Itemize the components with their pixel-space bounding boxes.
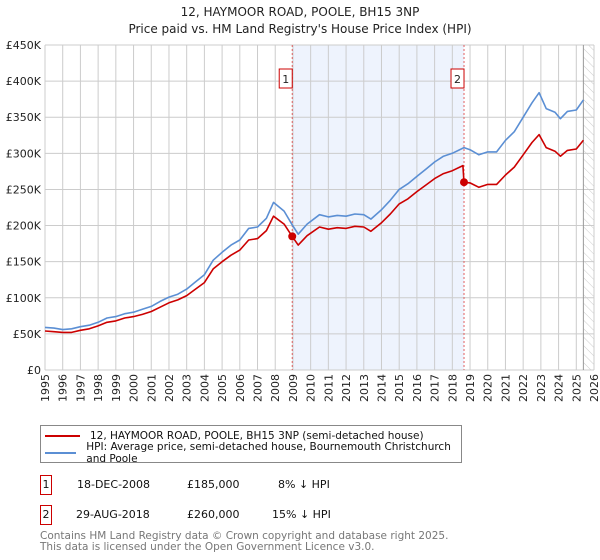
- forecast-hatch: [583, 45, 594, 370]
- sale-price: £260,000: [187, 508, 240, 521]
- y-tick-label: £150K: [6, 256, 42, 269]
- sale-date: 18-DEC-2008: [77, 478, 151, 491]
- x-tick-label: 2001: [145, 374, 158, 402]
- chart-subtitle: Price paid vs. HM Land Registry's House …: [128, 22, 471, 36]
- x-tick-label: 2012: [340, 374, 353, 402]
- sale-1-badge: [278, 68, 293, 89]
- y-tick-label: £300K: [6, 147, 42, 160]
- sale-row-1: 1 18-DEC-2008 £185,000 8% ↓ HPI: [40, 475, 440, 495]
- x-tick-label: 2023: [535, 374, 548, 402]
- x-tick-label: 2022: [517, 374, 530, 402]
- legend-label-hpi: HPI: Average price, semi-detached house,…: [86, 441, 451, 465]
- sale-2-badge-label: 2: [454, 73, 461, 86]
- x-tick-label: 2021: [499, 374, 512, 402]
- red-line-swatch: [45, 435, 80, 437]
- sale-1-point: [288, 232, 297, 241]
- x-tick-label: 2006: [234, 374, 247, 402]
- sale-1-badge-label: 1: [282, 73, 289, 86]
- blue-line-swatch: [45, 452, 77, 454]
- property-price-line: [44, 133, 585, 334]
- sale-marker-badge: 2: [40, 505, 52, 525]
- legend-item-hpi: HPI: Average price, semi-detached house,…: [41, 441, 461, 465]
- x-tick-label: 2004: [198, 374, 211, 402]
- x-tick-label: 1998: [92, 374, 105, 402]
- footer: Contains HM Land Registry data © Crown c…: [40, 531, 448, 553]
- sale-hpi-diff: 15% ↓ HPI: [272, 508, 331, 521]
- y-tick-label: £100K: [6, 292, 42, 305]
- hpi-line: [44, 91, 585, 331]
- x-tick-label: 2018: [446, 374, 459, 402]
- footer-copyright: Contains HM Land Registry data © Crown c…: [40, 530, 449, 542]
- legend-item-property: 12, HAYMOOR ROAD, POOLE, BH15 3NP (semi-…: [41, 428, 424, 444]
- y-tick-label: £400K: [6, 75, 42, 88]
- y-tick-label: £250K: [6, 183, 42, 196]
- x-tick-label: 2024: [553, 374, 566, 402]
- x-tick-label: 2026: [588, 374, 600, 402]
- sale-marker-badge: 1: [40, 475, 52, 495]
- y-tick-label: £0: [27, 364, 41, 377]
- x-tick-label: 1996: [57, 374, 70, 402]
- x-tick-label: 2008: [269, 374, 282, 402]
- x-tick-label: 2002: [163, 374, 176, 402]
- footer-licence: This data is licensed under the Open Gov…: [40, 541, 375, 553]
- sale-price: £185,000: [187, 478, 240, 491]
- x-tick-label: 2015: [393, 374, 406, 402]
- shaded-ownership-period: [292, 45, 465, 370]
- x-tick-label: 2013: [358, 374, 371, 402]
- x-tick-label: 2009: [287, 374, 300, 402]
- x-tick-label: 2017: [429, 374, 442, 402]
- x-tick-label: 1997: [74, 374, 87, 402]
- x-tick-label: 2005: [216, 374, 229, 402]
- x-tick-label: 2014: [375, 374, 388, 402]
- x-tick-label: 2019: [464, 374, 477, 402]
- x-tick-label: 2010: [305, 374, 318, 402]
- x-tick-label: 2003: [181, 374, 194, 402]
- sale-date: 29-AUG-2018: [76, 508, 150, 521]
- legend-label-property: 12, HAYMOOR ROAD, POOLE, BH15 3NP (semi-…: [90, 430, 424, 442]
- x-tick-label: 1999: [110, 374, 123, 402]
- y-tick-label: £350K: [6, 111, 42, 124]
- sale-hpi-diff: 8% ↓ HPI: [278, 478, 330, 491]
- y-tick-label: £450K: [6, 39, 42, 52]
- y-tick-label: £50K: [13, 328, 42, 341]
- x-tick-label: 2025: [570, 374, 583, 402]
- price-chart: 12, HAYMOOR ROAD, POOLE, BH15 3NP Price …: [6, 5, 600, 402]
- x-tick-label: 2016: [411, 374, 424, 402]
- y-tick-label: £200K: [6, 220, 42, 233]
- sale-2-badge: [450, 68, 465, 89]
- legend: 12, HAYMOOR ROAD, POOLE, BH15 3NP (semi-…: [40, 425, 462, 465]
- x-tick-label: 2000: [128, 374, 141, 402]
- sale-row-2: 2 29-AUG-2018 £260,000 15% ↓ HPI: [40, 505, 440, 525]
- x-tick-label: 2007: [252, 374, 265, 402]
- sale-2-point: [460, 178, 469, 187]
- x-tick-label: 1995: [39, 374, 52, 402]
- x-tick-label: 2020: [482, 374, 495, 402]
- x-tick-label: 2011: [322, 374, 335, 402]
- chart-title: 12, HAYMOOR ROAD, POOLE, BH15 3NP: [181, 5, 420, 19]
